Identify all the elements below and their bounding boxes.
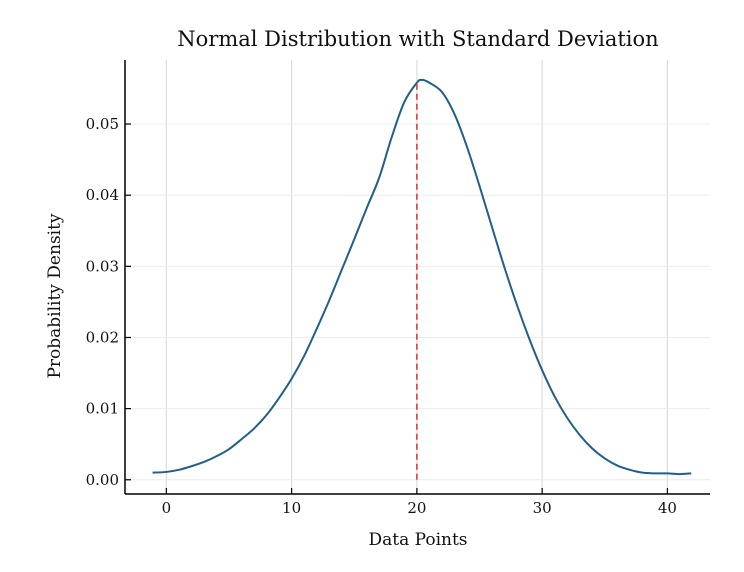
density-curve	[152, 78, 692, 476]
x-tick-label: 20	[407, 499, 426, 517]
x-tick-label: 40	[658, 499, 677, 517]
x-axis-label: Data Points	[368, 530, 467, 550]
x-tick-label: 30	[533, 499, 552, 517]
y-tick-label: 0.00	[86, 471, 119, 489]
y-tick-label: 0.03	[86, 257, 119, 275]
x-tick-label: 10	[282, 499, 301, 517]
y-tick-label: 0.01	[86, 400, 119, 418]
y-tick-label: 0.04	[86, 186, 119, 204]
x-tick-label: 0	[162, 499, 172, 517]
chart-title: Normal Distribution with Standard Deviat…	[177, 27, 658, 51]
y-tick-label: 0.05	[86, 115, 119, 133]
axis-ticks: 0 10 20 30 40 0.00 0.01 0.02 0.03 0.04 0.05	[86, 115, 677, 517]
y-tick-label: 0.02	[86, 328, 119, 346]
y-axis-label: Probability Density	[45, 213, 65, 378]
